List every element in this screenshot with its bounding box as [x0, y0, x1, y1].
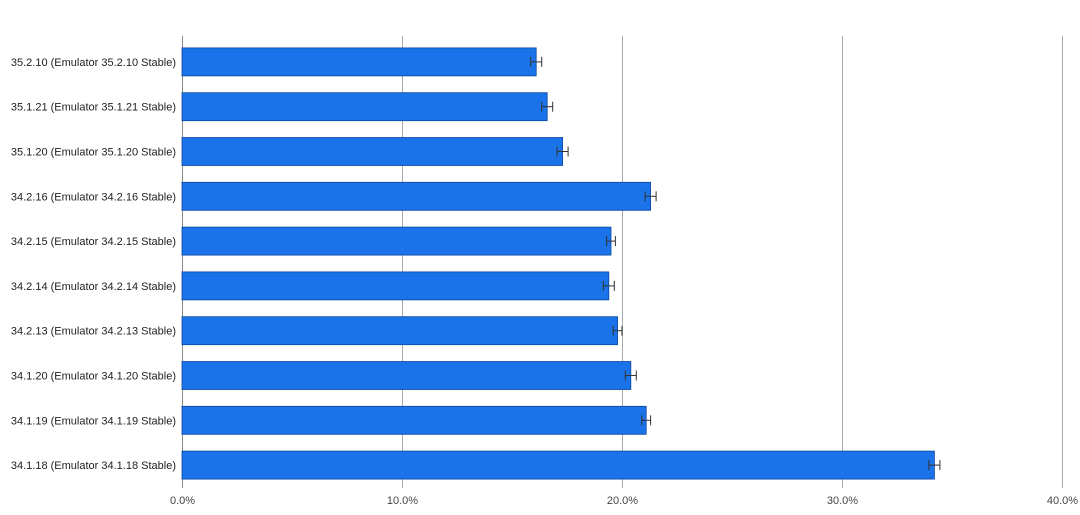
bar	[181, 226, 612, 256]
error-bar	[624, 370, 637, 381]
error-bar	[641, 415, 652, 426]
error-bar	[556, 146, 569, 157]
x-tick-label: 10.0%	[387, 495, 418, 507]
bar	[181, 181, 652, 211]
category-label: 35.1.21 (Emulator 35.1.21 Stable)	[11, 102, 176, 114]
error-bar	[530, 56, 543, 67]
x-tick-label: 40.0%	[1047, 495, 1078, 507]
error-bar	[541, 101, 554, 112]
error-bar	[606, 236, 616, 247]
category-label: 34.2.13 (Emulator 34.2.13 Stable)	[11, 326, 176, 338]
bar	[181, 450, 935, 480]
x-tick-labels: 0.0% 10.0% 20.0% 30.0% 40.0%	[170, 495, 1078, 507]
category-label: 34.2.15 (Emulator 34.2.15 Stable)	[11, 236, 176, 248]
category-labels: 35.2.10 (Emulator 35.2.10 Stable) 35.1.21…	[11, 57, 176, 472]
x-tick-label: 0.0%	[170, 495, 195, 507]
error-bars	[530, 56, 941, 471]
category-label: 34.1.20 (Emulator 34.1.20 Stable)	[11, 371, 176, 383]
category-label: 34.1.19 (Emulator 34.1.19 Stable)	[11, 415, 176, 427]
error-bar	[928, 460, 941, 471]
category-label: 35.1.20 (Emulator 35.1.20 Stable)	[11, 147, 176, 159]
category-label: 34.1.18 (Emulator 34.1.18 Stable)	[11, 460, 176, 472]
category-label: 35.2.10 (Emulator 35.2.10 Stable)	[11, 57, 176, 69]
bar	[181, 92, 548, 122]
bar	[181, 361, 632, 390]
bar	[181, 271, 610, 301]
category-label: 34.2.16 (Emulator 34.2.16 Stable)	[11, 191, 176, 203]
error-bar	[612, 325, 623, 336]
error-bar	[644, 191, 657, 202]
bar	[181, 405, 647, 435]
x-tick-label: 20.0%	[607, 495, 638, 507]
bar	[181, 47, 537, 77]
category-label: 34.2.14 (Emulator 34.2.14 Stable)	[11, 281, 176, 293]
bar	[181, 137, 564, 166]
bar	[181, 316, 619, 346]
x-tick-label: 30.0%	[827, 495, 858, 507]
error-bar	[602, 280, 615, 291]
bars	[181, 47, 935, 480]
